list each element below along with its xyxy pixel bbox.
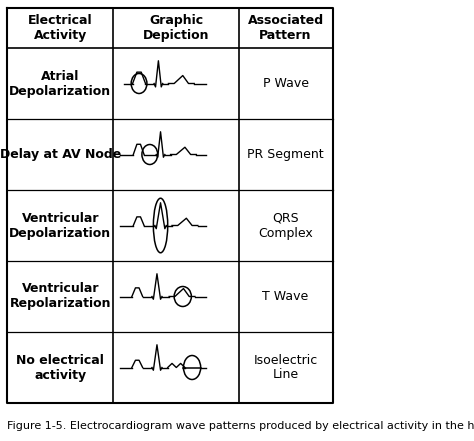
- Text: Graphic
Depiction: Graphic Depiction: [143, 14, 209, 42]
- Text: PR Segment: PR Segment: [247, 148, 324, 161]
- Text: QRS
Complex: QRS Complex: [258, 212, 313, 239]
- Text: T Wave: T Wave: [263, 290, 309, 303]
- Text: Figure 1-5. Electrocardiogram wave patterns produced by electrical activity in t: Figure 1-5. Electrocardiogram wave patte…: [7, 421, 474, 431]
- Text: P Wave: P Wave: [263, 77, 309, 90]
- Text: No electrical
activity: No electrical activity: [16, 354, 104, 381]
- Text: Ventricular
Depolarization: Ventricular Depolarization: [9, 212, 111, 239]
- Text: Atrial
Depolarization: Atrial Depolarization: [9, 70, 111, 97]
- Text: Isoelectric
Line: Isoelectric Line: [254, 354, 318, 381]
- Text: Associated
Pattern: Associated Pattern: [247, 14, 324, 42]
- Text: Delay at AV Node: Delay at AV Node: [0, 148, 121, 161]
- Text: Electrical
Activity: Electrical Activity: [28, 14, 92, 42]
- Text: Ventricular
Repolarization: Ventricular Repolarization: [9, 283, 111, 310]
